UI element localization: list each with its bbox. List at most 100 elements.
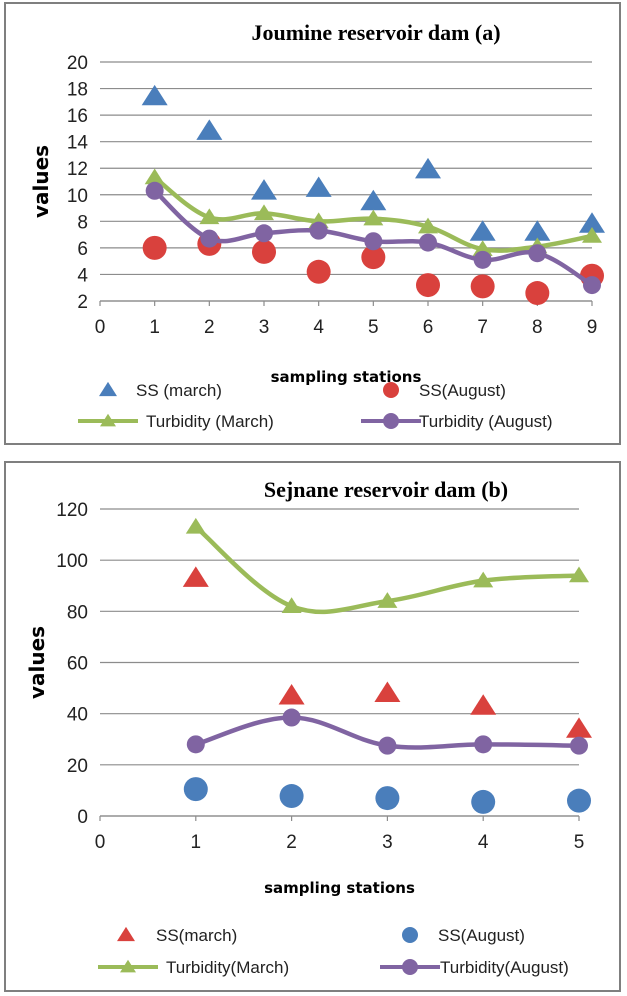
legend-marker (100, 413, 116, 427)
legend-label: Turbidity(August) (440, 958, 569, 977)
x-tick-label: 3 (382, 832, 393, 853)
x-tick-label: 5 (574, 832, 585, 853)
data-point (360, 189, 387, 211)
y-axis-title: values (29, 145, 53, 218)
data-point (182, 566, 209, 587)
legend-entry: SS (march) (99, 381, 222, 400)
data-point (528, 244, 547, 263)
data-point (377, 592, 398, 608)
series-2 (185, 517, 589, 615)
data-point (252, 239, 276, 264)
x-tick-label: 8 (532, 317, 543, 338)
y-tick-label: 60 (67, 654, 88, 675)
data-point (473, 571, 494, 588)
data-point (281, 597, 302, 613)
data-point (472, 240, 493, 256)
data-point (566, 717, 592, 738)
legend-marker (402, 927, 418, 943)
data-point (415, 157, 441, 179)
x-tick-label: 4 (478, 832, 489, 853)
data-point (569, 566, 589, 583)
x-tick-label: 0 (95, 317, 106, 338)
legend-marker (117, 926, 135, 942)
data-point (251, 179, 277, 200)
chart-panel-joumine: Joumine reservoir dam (a) 2 4 6 8 10 12 14 16 18 2… (4, 2, 621, 445)
x-tick-label: 3 (259, 317, 270, 338)
data-point (567, 788, 591, 813)
y-tick-label: 6 (77, 239, 88, 260)
y-tick-label: 8 (77, 212, 88, 233)
x-tick-label: 2 (286, 832, 297, 853)
y-tick-label: 100 (56, 551, 88, 572)
legend-label: SS(march) (156, 926, 237, 945)
x-tick-label: 1 (191, 832, 202, 853)
data-point (419, 233, 437, 252)
data-point (471, 789, 496, 814)
x-tick-label: 6 (423, 317, 434, 338)
legend-entry: Turbidity (August) (361, 412, 553, 431)
chart-title: Sejnane reservoir dam (b) (264, 477, 508, 502)
legend-marker (402, 959, 418, 975)
data-point (474, 735, 493, 754)
data-point (279, 784, 304, 809)
legend-label: SS (march) (136, 381, 222, 400)
data-point (306, 259, 331, 284)
chart-panel-sejnane: Sejnane reservoir dam (b) 0 20 40 60 80 100 120… (4, 461, 621, 992)
y-tick-label: 16 (67, 106, 88, 127)
data-point (570, 736, 588, 755)
data-point (418, 217, 438, 234)
data-point (583, 276, 601, 295)
legend-marker (99, 381, 117, 397)
y-tick-label: 12 (67, 159, 88, 180)
x-tick-label: 7 (477, 317, 488, 338)
legend-marker (120, 959, 136, 973)
data-point (473, 250, 492, 269)
data-point (309, 221, 328, 240)
legend-entry: Turbidity(March) (98, 958, 289, 977)
x-tick-label: 1 (149, 317, 160, 338)
data-point (282, 708, 301, 727)
data-point (378, 736, 397, 755)
data-point (305, 176, 332, 197)
chart-joumine: Joumine reservoir dam (a)246810121416182… (29, 20, 605, 431)
y-tick-label: 10 (67, 186, 88, 207)
data-point (416, 273, 440, 298)
legend-entry: Turbidity(August) (380, 958, 569, 977)
legend-entry: SS(August) (383, 381, 506, 400)
data-point (254, 204, 274, 221)
data-point (374, 681, 401, 702)
data-point (145, 181, 164, 200)
series-3 (186, 708, 588, 755)
x-tick-label: 0 (95, 832, 106, 853)
data-point (196, 119, 223, 140)
series-3 (145, 181, 601, 295)
data-point (141, 84, 168, 106)
x-tick-label: 4 (313, 317, 324, 338)
x-tick-label: 2 (204, 317, 215, 338)
data-point (278, 684, 305, 705)
legend-marker (383, 413, 399, 429)
data-point (363, 209, 384, 226)
legend-entry: SS(march) (117, 926, 237, 945)
y-tick-label: 20 (67, 756, 88, 777)
data-point (142, 235, 167, 260)
chart-sejnane: Sejnane reservoir dam (b)020406080100120… (25, 477, 592, 977)
y-tick-label: 2 (77, 292, 88, 313)
data-point (469, 220, 496, 241)
data-point (185, 517, 206, 534)
data-point (361, 245, 386, 270)
data-point (255, 224, 273, 243)
y-tick-label: 18 (67, 80, 88, 101)
y-tick-label: 40 (67, 705, 88, 726)
data-point (199, 208, 220, 225)
legend-label: Turbidity(March) (166, 958, 289, 977)
y-tick-label: 80 (67, 602, 88, 623)
y-tick-label: 14 (67, 133, 89, 154)
x-axis-title: sampling stations (271, 368, 422, 386)
data-point (200, 229, 219, 248)
chart-title: Joumine reservoir dam (a) (251, 20, 500, 45)
y-tick-label: 4 (77, 265, 88, 286)
y-axis-title: values (25, 626, 49, 699)
x-tick-label: 9 (587, 317, 598, 338)
legend-marker (383, 382, 399, 398)
